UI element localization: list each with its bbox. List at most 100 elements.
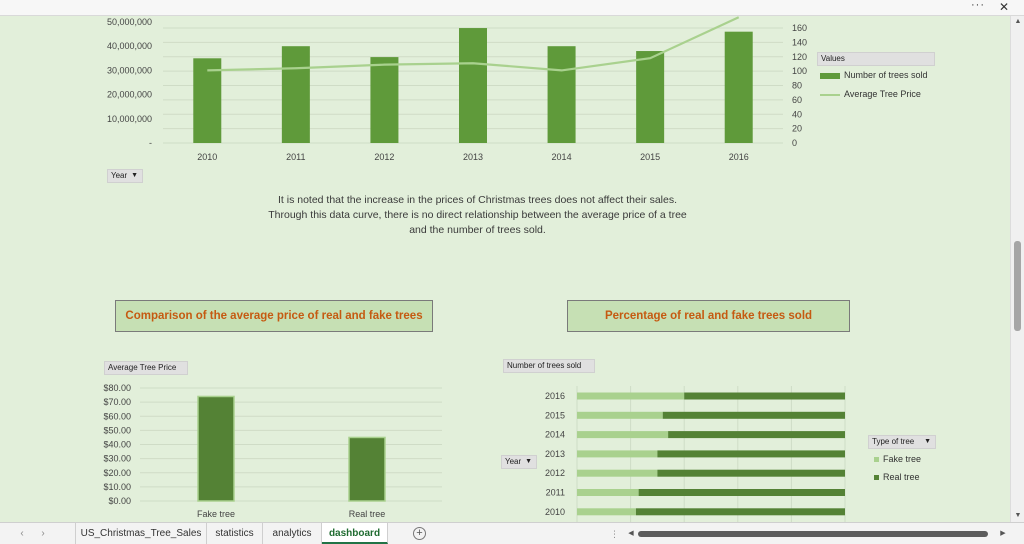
- y-left-tick-label: -: [149, 138, 152, 148]
- y-tick-label: 2015: [545, 410, 565, 420]
- y-tick-label: 2012: [545, 468, 565, 478]
- y-left-tick-label: 10,000,000: [107, 114, 152, 124]
- scroll-left-icon[interactable]: ◀: [628, 530, 634, 537]
- analysis-note: It is noted that the increase in the pri…: [230, 193, 725, 238]
- y-right-tick-label: 120: [792, 52, 807, 62]
- x-tick-label: 2016: [729, 152, 749, 162]
- scroll-up-icon[interactable]: ▲: [1014, 18, 1022, 25]
- average-price-field-label: Average Tree Price: [108, 363, 177, 372]
- x-tick-label: Real tree: [349, 509, 386, 519]
- y-right-tick-label: 0: [792, 138, 797, 148]
- x-tick-label: 2010: [197, 152, 217, 162]
- legend-label: Real tree: [883, 472, 920, 482]
- bar-fake-2014: [577, 431, 669, 439]
- y-tick-label: 2016: [545, 391, 565, 401]
- bar-average-price-fake-tree: [197, 395, 235, 502]
- legend-item-0: Number of trees sold: [820, 70, 928, 80]
- dashboard-sheet: 50,000,000 40,000,000 30,000,000 20,000,000…: [0, 16, 1010, 522]
- y-tick-label: $50.00: [103, 425, 131, 435]
- scroll-down-icon[interactable]: ▼: [1014, 512, 1022, 519]
- y-right-tick-label: 160: [792, 23, 807, 33]
- splitter-handle-icon[interactable]: ⋮: [610, 529, 619, 539]
- y-left-tick-label: 40,000,000: [107, 41, 152, 51]
- y-right-tick-label: 100: [792, 66, 807, 76]
- horizontal-scroll-thumb[interactable]: [638, 531, 988, 537]
- legend-item-1: Average Tree Price: [820, 89, 921, 99]
- scroll-right-icon[interactable]: ▶: [1000, 530, 1006, 537]
- bar-trees-sold-2016: [724, 31, 753, 143]
- x-tick-label: 2014: [552, 152, 572, 162]
- bar-real-2013: [657, 450, 845, 458]
- bar-real-2016: [684, 392, 845, 400]
- x-tick-label: 2013: [463, 152, 483, 162]
- tab-analytics[interactable]: analytics: [263, 523, 322, 544]
- year-field-label-2: Year: [505, 457, 522, 466]
- legend-swatch: [874, 475, 879, 481]
- add-sheet-icon[interactable]: +: [413, 527, 426, 540]
- y-left-tick-label: 30,000,000: [107, 65, 152, 75]
- y-tick-label: $60.00: [103, 411, 131, 421]
- bar-real-2012: [657, 469, 845, 477]
- vertical-scrollbar[interactable]: ▲ ▼: [1010, 16, 1024, 522]
- more-options-icon[interactable]: ···: [971, 0, 985, 11]
- type-of-tree-filter[interactable]: Type of tree ▼: [868, 435, 936, 449]
- legend-swatch: [820, 93, 840, 96]
- values-field-label: Values: [821, 54, 845, 63]
- vertical-scroll-thumb[interactable]: [1014, 241, 1021, 331]
- legend-swatch: [820, 72, 840, 79]
- trees-sold-vs-price-chart: 50,000,000 40,000,000 30,000,000 20,000,000…: [107, 16, 807, 162]
- average-price-field-button[interactable]: Average Tree Price: [104, 361, 188, 375]
- y-right-tick-label: 40: [792, 109, 802, 119]
- year-field-label: Year: [111, 171, 128, 180]
- y-tick-label: $40.00: [103, 440, 131, 450]
- legend-label: Fake tree: [883, 454, 922, 464]
- year-field-button[interactable]: Year ▼: [107, 169, 143, 183]
- y-tick-label: 2013: [545, 449, 565, 459]
- legend-label: Average Tree Price: [844, 89, 921, 99]
- percentage-sold-title: Percentage of real and fake trees sold: [567, 300, 850, 332]
- dropdown-arrow-icon: ▼: [131, 172, 138, 179]
- type-of-tree-label: Type of tree: [872, 437, 915, 446]
- y-right-tick-label: 60: [792, 95, 802, 105]
- tab-us-christmas-tree-sales[interactable]: US_Christmas_Tree_Sales: [75, 523, 207, 544]
- tab-dashboard[interactable]: dashboard: [322, 523, 388, 544]
- bar-fake-2011: [577, 489, 639, 496]
- y-right-tick-label: 140: [792, 37, 807, 47]
- y-tick-label: $30.00: [103, 454, 131, 464]
- x-tick-label: 2015: [640, 152, 660, 162]
- x-tick-label: 2011: [286, 152, 305, 162]
- year-field-button-2[interactable]: Year ▼: [501, 455, 537, 469]
- price-comparison-title: Comparison of the average price of real …: [115, 300, 433, 332]
- y-left-tick-label: 50,000,000: [107, 17, 152, 27]
- trees-sold-field-button[interactable]: Number of trees sold: [503, 359, 595, 373]
- horizontal-scrollbar[interactable]: ◀ ▶: [626, 528, 1011, 540]
- y-right-tick-label: 80: [792, 81, 802, 91]
- bar-fake-2012: [577, 469, 658, 477]
- x-tick-label: 2012: [374, 152, 394, 162]
- bar-fake-2016: [577, 392, 685, 400]
- average-price-chart: $80.00 $70.00 $60.00 $50.00 $40.00 $30.00 $20.…: [103, 383, 442, 519]
- note-line-3: and the number of trees sold.: [409, 224, 546, 236]
- bar-trees-sold-2013: [459, 28, 487, 143]
- percentage-sold-chart: 2016 2015 2014 2013 2012 2011 2010: [545, 386, 846, 522]
- bar-trees-sold-2012: [370, 57, 399, 144]
- y-tick-label: $20.00: [103, 468, 131, 478]
- sheet-tab-bar: ‹ › US_Christmas_Tree_Sales statistics a…: [0, 522, 1024, 544]
- bar-real-2015: [662, 411, 845, 419]
- close-icon[interactable]: ✕: [998, 0, 1010, 14]
- tab-statistics[interactable]: statistics: [207, 523, 263, 544]
- note-line-2: Through this data curve, there is no dir…: [268, 209, 687, 221]
- tab-scroll-left-icon[interactable]: ‹: [20, 528, 24, 539]
- dropdown-arrow-icon: ▼: [525, 458, 532, 465]
- y-tick-label: $10.00: [103, 482, 131, 492]
- bar-fake-2013: [577, 450, 658, 458]
- legend-item-1: Real tree: [874, 472, 920, 482]
- tab-scroll-right-icon[interactable]: ›: [41, 528, 45, 539]
- values-field-button[interactable]: Values: [817, 52, 935, 66]
- y-tick-label: $80.00: [103, 383, 131, 393]
- legend-item-0: Fake tree: [874, 454, 921, 464]
- x-tick-label: Fake tree: [197, 509, 235, 519]
- bar-real-2011: [638, 489, 845, 496]
- bar-fake-2015: [577, 411, 663, 419]
- bar-trees-sold-2010: [193, 58, 222, 143]
